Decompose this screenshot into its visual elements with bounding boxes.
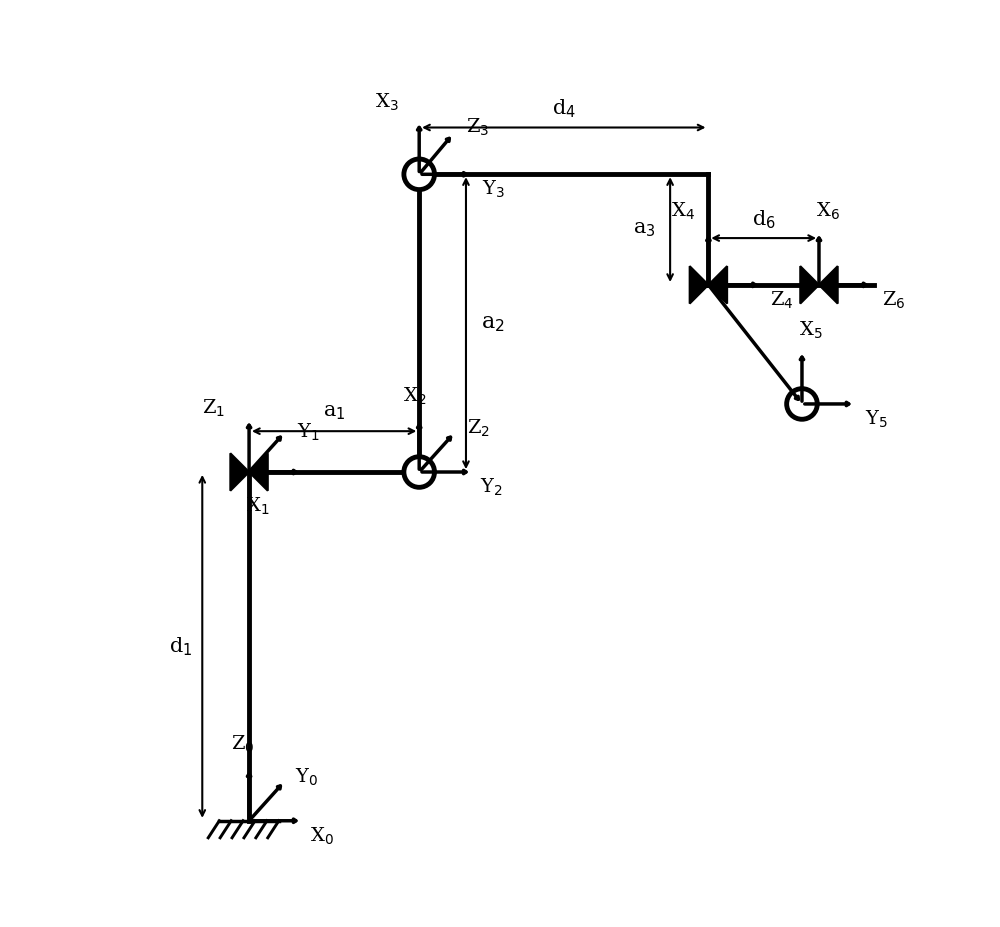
Polygon shape bbox=[708, 266, 727, 303]
Text: a$_3$: a$_3$ bbox=[633, 220, 656, 239]
Text: Z$_2$: Z$_2$ bbox=[467, 418, 490, 439]
Text: Y$_0$: Y$_0$ bbox=[295, 767, 318, 788]
Text: d$_4$: d$_4$ bbox=[552, 97, 576, 121]
Polygon shape bbox=[230, 453, 249, 490]
Text: X$_0$: X$_0$ bbox=[310, 825, 334, 846]
Polygon shape bbox=[800, 266, 819, 303]
Text: X$_6$: X$_6$ bbox=[816, 200, 839, 222]
Text: Y$_5$: Y$_5$ bbox=[865, 409, 888, 430]
Text: a$_1$: a$_1$ bbox=[323, 403, 345, 422]
Text: Y$_1$: Y$_1$ bbox=[297, 422, 320, 443]
Text: d$_1$: d$_1$ bbox=[169, 635, 193, 657]
Text: X$_1$: X$_1$ bbox=[246, 496, 269, 517]
Circle shape bbox=[404, 457, 435, 488]
Text: Z$_1$: Z$_1$ bbox=[202, 398, 225, 419]
Polygon shape bbox=[819, 266, 838, 303]
Polygon shape bbox=[249, 453, 268, 490]
Text: Z$_3$: Z$_3$ bbox=[466, 117, 489, 138]
Text: Z$_0$: Z$_0$ bbox=[231, 734, 254, 756]
Text: X$_2$: X$_2$ bbox=[403, 386, 427, 407]
Text: Z$_6$: Z$_6$ bbox=[882, 289, 905, 311]
Text: d$_6$: d$_6$ bbox=[752, 208, 776, 231]
Text: Z$_4$: Z$_4$ bbox=[770, 289, 793, 311]
Text: X$_3$: X$_3$ bbox=[375, 92, 399, 113]
Text: Y$_2$: Y$_2$ bbox=[480, 476, 503, 498]
Text: X$_4$: X$_4$ bbox=[671, 200, 695, 222]
Text: X$_5$: X$_5$ bbox=[799, 320, 822, 341]
Circle shape bbox=[404, 159, 435, 190]
Text: a$_2$: a$_2$ bbox=[481, 312, 505, 334]
Polygon shape bbox=[690, 266, 708, 303]
Text: Y$_3$: Y$_3$ bbox=[482, 179, 505, 200]
Circle shape bbox=[787, 388, 817, 419]
